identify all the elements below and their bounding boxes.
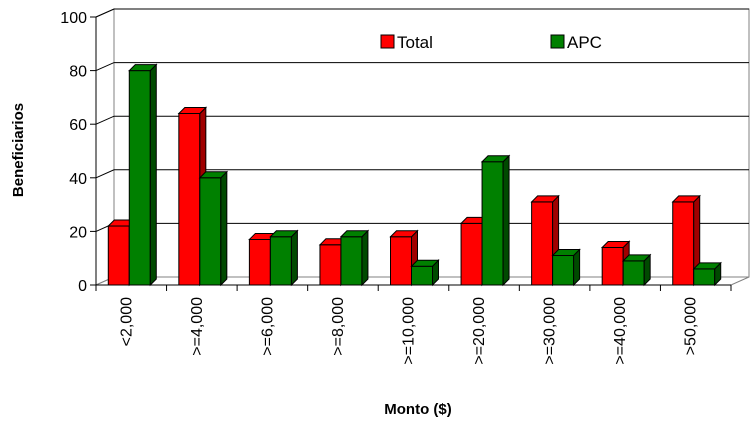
bar-side	[361, 229, 369, 287]
bar-top	[551, 249, 581, 257]
bar-front	[411, 265, 433, 286]
legend-swatch-total	[380, 34, 395, 49]
bar-front	[481, 161, 504, 286]
bar-side	[149, 63, 157, 287]
x-tick-labels: <2,000 >=4,000 >=6,000 >=8,000 >=10,000 >=20,…	[118, 297, 699, 365]
bar-top	[600, 240, 631, 248]
x-tick-label: >=20,000	[471, 297, 488, 365]
x-tick-label: >=10,000	[401, 297, 418, 365]
bars	[107, 63, 722, 287]
bar-front	[672, 201, 695, 286]
x-tick-label: >50,000	[683, 297, 700, 355]
x-axis-title: Monto ($)	[384, 401, 451, 418]
bar-front	[622, 260, 645, 286]
legend-label-apc: APC	[567, 33, 602, 52]
bar-front	[390, 236, 412, 286]
bar-front	[178, 112, 201, 286]
bar-front	[531, 201, 554, 286]
bar-top	[692, 262, 722, 270]
y-tick-label: 40	[69, 171, 87, 188]
bar-top	[389, 230, 419, 238]
legend-swatch-apc	[550, 34, 565, 49]
bar-total	[671, 194, 701, 287]
bar-top	[480, 155, 511, 163]
bar-front	[601, 246, 624, 286]
y-tick-labels: 0 20 40 60 80 100	[60, 10, 87, 295]
bar-apc	[410, 259, 440, 287]
y-axis-title: Beneficiarios	[10, 103, 27, 197]
y-tick-label: 20	[69, 224, 87, 241]
bar-apc	[551, 248, 581, 287]
bar-apc	[692, 261, 722, 287]
bar-apc	[198, 170, 229, 287]
bar-front	[552, 255, 575, 286]
bar-front	[693, 268, 716, 286]
x-tick-label: >=30,000	[542, 297, 559, 365]
bar-front	[460, 222, 483, 286]
bar-front	[319, 244, 342, 286]
legend-label-total: Total	[397, 33, 433, 52]
bar-top	[410, 259, 440, 267]
gridline	[95, 8, 749, 18]
bar-apc	[269, 229, 299, 287]
y-tick-label: 60	[69, 117, 87, 134]
x-tick-label: >=4,000	[189, 297, 206, 356]
gridline	[95, 115, 749, 125]
bar-side	[220, 170, 228, 287]
x-tick-label: >=6,000	[259, 297, 276, 356]
gridline	[95, 62, 749, 72]
y-tick-label: 0	[78, 278, 87, 295]
bar-front	[248, 238, 271, 286]
x-tick-label: >=8,000	[330, 297, 347, 356]
bar-side	[502, 154, 510, 287]
y-tick-label: 100	[60, 10, 87, 27]
gridline	[95, 169, 749, 179]
bar-side	[290, 229, 298, 287]
bar-front	[269, 236, 292, 286]
bar-top	[621, 254, 652, 262]
bar-front	[107, 225, 130, 286]
bar-top	[269, 230, 299, 238]
bar-top	[128, 64, 158, 72]
bar-apc	[339, 229, 370, 287]
bar-apc	[621, 253, 652, 287]
bar-top	[339, 230, 370, 238]
bar-top	[530, 195, 560, 203]
bar-apc	[480, 154, 511, 287]
bar-front	[340, 236, 363, 286]
bar-front	[128, 70, 151, 286]
bar-front	[199, 177, 222, 286]
bar-top	[177, 106, 208, 114]
x-tick-label: <2,000	[118, 297, 135, 346]
bar-apc	[128, 63, 158, 287]
bar-top	[198, 171, 229, 179]
y-tick-label: 80	[69, 64, 87, 81]
legend: Total APC	[380, 33, 602, 52]
bar-top	[671, 195, 701, 203]
x-tick-label: >=40,000	[612, 297, 629, 365]
